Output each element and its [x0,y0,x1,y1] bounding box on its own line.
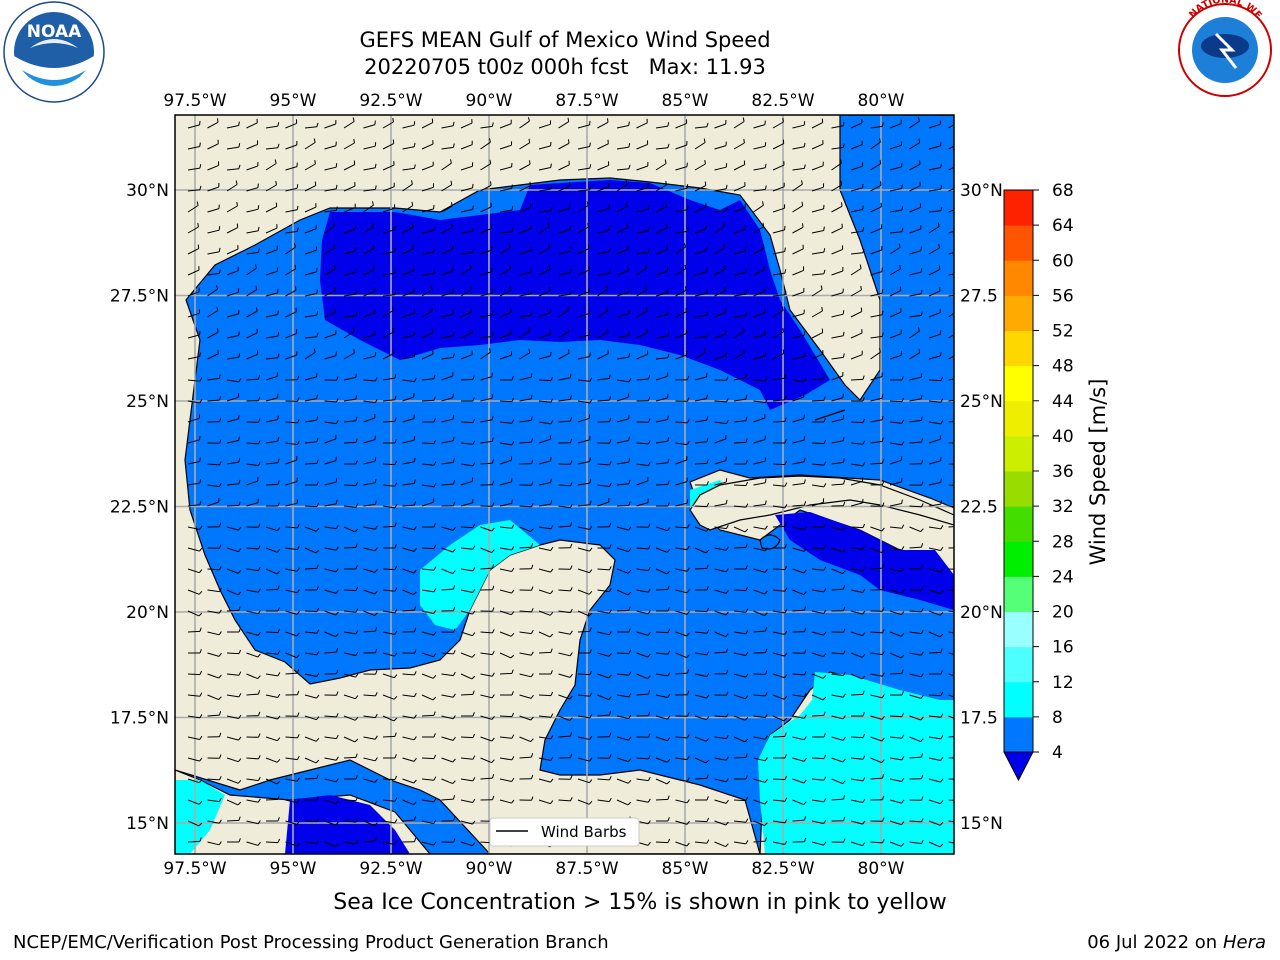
footer-date-text: 06 Jul 2022 on [1087,932,1223,953]
calm-zone-caribbean [775,512,954,610]
colorbar-tick-label: 60 [1052,251,1074,271]
lon-label-bottom: 82.5°W [751,859,814,879]
colorbar-tick-label: 4 [1052,743,1063,763]
lon-label-top: 82.5°W [751,91,814,111]
lon-label-bottom: 90°W [466,859,513,879]
lon-label-bottom: 97.5°W [163,859,226,879]
colorbar-segment [1004,330,1033,367]
colorbar-tick-label: 32 [1052,497,1074,517]
colorbar-segment [1004,681,1033,718]
colorbar-tick-label: 40 [1052,427,1074,447]
lon-label-top: 92.5°W [359,91,422,111]
colorbar-segment [1004,576,1033,613]
lat-label-right: 15°N [960,814,1003,834]
map-subtitle: 20220705 t00z 000h fcst Max: 11.93 [364,55,766,79]
colorbar-segment [1004,471,1033,507]
legend-label: Wind Barbs [541,823,627,841]
lat-label-left: 17.5°N [110,709,169,729]
colorbar-segment [1004,365,1033,402]
colorbar-segment [1004,295,1033,332]
lon-label-bottom: 87.5°W [555,859,618,879]
colorbar-segment [1004,225,1033,261]
colorbar-tick-label: 24 [1052,567,1074,587]
lat-label-left: 20°N [126,603,169,623]
lon-label-top: 90°W [466,91,513,111]
colorbar-segment [1004,435,1033,472]
colorbar-tick-label: 28 [1052,532,1074,552]
colorbar-tick-label: 56 [1052,286,1074,306]
colorbar-segment [1004,260,1033,296]
colorbar-tick-label: 68 [1052,181,1074,201]
lat-label-right: 17.5 [960,709,998,729]
wind-barbs [187,117,954,848]
lon-label-bottom: 80°W [858,859,905,879]
lon-label-top: 85°W [662,91,709,111]
lat-label-left: 22.5°N [110,498,169,518]
colorbar-segment [1004,541,1033,577]
colorbar-segment [1004,716,1033,753]
legend: Wind Barbs [489,817,640,847]
lat-label-right: 22.5 [960,498,998,518]
noaa-logo: NOAA [3,1,105,103]
footer-credit: NCEP/EMC/Verification Post Processing Pr… [13,932,609,953]
lon-label-top: 97.5°W [163,91,226,111]
nws-logo: NATIONAL WEATHER SERVICE [1170,0,1272,97]
colorbar-segment [1004,400,1033,437]
colorbar-tick-label: 64 [1052,216,1074,236]
lon-label-bottom: 85°W [662,859,709,879]
grid-lines [175,115,954,854]
lon-label-bottom: 92.5°W [359,859,422,879]
colorbar-tick-label: 20 [1052,603,1074,623]
lon-label-bottom: 95°W [270,859,317,879]
colorbar-segment [1004,611,1033,648]
map-title: GEFS MEAN Gulf of Mexico Wind Speed [359,28,771,52]
calm-zone-pacific [285,795,410,854]
lat-label-left: 25°N [126,392,169,412]
lat-label-right: 30°N [960,181,1003,201]
windy-zone-campeche [420,520,540,630]
map-frame [174,114,955,855]
colorbar-segment [1004,506,1033,542]
footer-date: 06 Jul 2022 on Hera [1087,932,1266,953]
colorbar-tick-label: 48 [1052,357,1074,377]
colorbar-tick-label: 52 [1052,322,1074,342]
lat-label-right: 20°N [960,603,1003,623]
colorbar-tick-label: 16 [1052,638,1074,658]
lat-label-left: 27.5°N [110,287,169,307]
colorbar-extend-arrow [1003,751,1034,782]
noaa-logo-text: NOAA [27,22,82,42]
lat-label-right: 25°N [960,392,1003,412]
colorbar-tick-label: 36 [1052,462,1074,482]
sea-ice-note: Sea Ice Concentration > 15% is shown in … [333,890,947,915]
lon-label-top: 80°W [858,91,905,111]
colorbar-tick-label: 12 [1052,673,1074,693]
lat-label-right: 27.5 [960,287,998,307]
colorbar-segment [1004,190,1033,226]
colorbar-tick-label: 8 [1052,708,1063,728]
lat-label-left: 30°N [126,181,169,201]
colorbar-tick-label: 44 [1052,392,1074,412]
lat-label-left: 15°N [126,814,169,834]
colorbar-segment [1004,646,1033,683]
lon-label-top: 87.5°W [555,91,618,111]
lon-label-top: 95°W [270,91,317,111]
footer-host: Hera [1222,932,1266,953]
windy-zone-pacific [175,780,225,854]
colorbar-label: Wind Speed [m/s] [1086,378,1110,566]
